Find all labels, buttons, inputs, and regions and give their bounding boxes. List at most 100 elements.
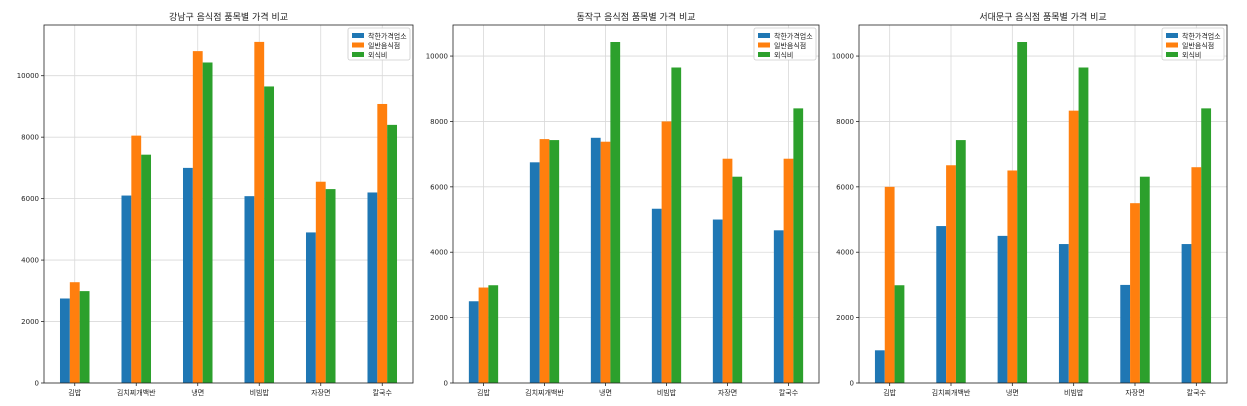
bar xyxy=(997,235,1008,383)
y-tick-label: 6000 xyxy=(836,183,854,191)
bar xyxy=(549,140,560,383)
y-tick-label: 4000 xyxy=(836,249,854,257)
chart-panel-3: 0 2000 4000 6000 8000 10000 김밥 김치찌개백반 냉면 비빔밥 자장면 칼국… xyxy=(832,11,1228,397)
y-tick-label: 0 xyxy=(444,380,448,388)
bar xyxy=(478,287,489,383)
plot-frame xyxy=(858,24,1228,384)
bar xyxy=(874,350,885,383)
legend-swatch xyxy=(1166,52,1178,57)
x-tick-label: 냉면 xyxy=(599,388,612,397)
legend-swatch xyxy=(758,42,770,48)
y-tick-label: 0 xyxy=(850,380,854,388)
bar xyxy=(121,195,132,383)
plot-area xyxy=(859,25,1227,383)
y-tick-label: 8000 xyxy=(21,134,39,142)
bar xyxy=(488,285,499,383)
bar xyxy=(1139,176,1150,383)
legend-label: 외식비 xyxy=(774,51,793,60)
bar xyxy=(712,219,723,383)
bar xyxy=(1191,167,1202,383)
bar xyxy=(192,51,203,383)
bar xyxy=(59,298,70,383)
x-tick-label: 김밥 xyxy=(477,388,490,397)
legend-swatch xyxy=(1166,42,1178,48)
bar xyxy=(131,135,142,383)
bar xyxy=(671,67,682,383)
plot-frame xyxy=(452,24,820,384)
bar xyxy=(315,181,326,383)
legend-label: 착한가격업소 xyxy=(774,32,813,41)
bar xyxy=(783,158,794,383)
x-tick-label: 칼국수 xyxy=(1187,389,1207,397)
x-tick-label: 냉면 xyxy=(191,388,204,397)
y-tick-label: 2000 xyxy=(430,314,448,322)
legend-swatch xyxy=(352,42,364,48)
y-tick-label: 2000 xyxy=(21,318,39,326)
bar xyxy=(367,192,378,383)
x-tick-label: 김치찌개백반 xyxy=(525,388,564,397)
x-tick-label: 칼국수 xyxy=(373,389,393,397)
bar xyxy=(69,282,80,383)
legend-label: 일반음식점 xyxy=(774,41,806,50)
bar xyxy=(661,121,672,384)
bar xyxy=(264,86,275,383)
bar xyxy=(244,196,255,383)
y-tick-label: 4000 xyxy=(430,249,448,257)
bar xyxy=(1181,244,1192,383)
x-tick-label: 비빔밥 xyxy=(657,388,677,397)
plot-area xyxy=(44,25,413,383)
x-tick-label: 김밥 xyxy=(883,388,896,397)
legend-label: 일반음식점 xyxy=(368,41,400,50)
bar xyxy=(651,208,662,383)
plot-frame xyxy=(43,24,414,384)
bar xyxy=(793,108,804,383)
legend-label: 일반음식점 xyxy=(1182,41,1214,50)
x-tick-label: 자장면 xyxy=(311,388,330,397)
y-tick-label: 10000 xyxy=(832,53,854,61)
y-tick-label: 10000 xyxy=(17,72,39,80)
bar xyxy=(202,62,213,384)
chart-title: 서대문구 음식점 품목별 가격 비교 xyxy=(979,11,1106,23)
bar xyxy=(773,230,784,383)
y-tick-label: 8000 xyxy=(836,118,854,126)
bar xyxy=(1058,244,1069,383)
legend-label: 착한가격업소 xyxy=(1182,32,1221,41)
bar xyxy=(1017,42,1028,383)
bar xyxy=(1201,108,1212,383)
y-tick-label: 10000 xyxy=(426,53,448,61)
x-tick-label: 칼국수 xyxy=(779,389,799,397)
y-tick-label: 8000 xyxy=(430,118,448,126)
bar xyxy=(1120,284,1131,383)
bar xyxy=(141,154,152,383)
bar xyxy=(722,158,733,383)
bar xyxy=(946,165,956,383)
legend-swatch xyxy=(1166,33,1178,38)
bar xyxy=(468,301,479,383)
bar xyxy=(1007,170,1018,383)
legend-label: 착한가격업소 xyxy=(368,32,407,41)
x-tick-label: 비빔밥 xyxy=(250,388,270,397)
legend-label: 외식비 xyxy=(368,51,387,60)
bar xyxy=(387,124,398,383)
bar xyxy=(325,189,336,383)
bar xyxy=(529,162,540,383)
y-tick-label: 6000 xyxy=(21,195,39,203)
legend-label: 외식비 xyxy=(1182,51,1201,60)
legend-swatch xyxy=(352,52,364,57)
chart-panel-2: 0 2000 4000 6000 8000 10000 김밥 김치찌개백반 냉면 비빔밥 자장면 칼국… xyxy=(426,11,820,397)
bar xyxy=(955,140,966,383)
plot-area xyxy=(453,25,819,383)
y-tick-label: 0 xyxy=(35,380,39,388)
legend-swatch xyxy=(352,33,364,38)
bar xyxy=(254,41,265,384)
x-tick-label: 비빔밥 xyxy=(1064,388,1084,397)
bar xyxy=(600,141,611,383)
y-tick-label: 4000 xyxy=(21,257,39,265)
bar xyxy=(590,137,601,383)
y-tick-label: 2000 xyxy=(836,314,854,322)
x-tick-label: 자장면 xyxy=(1125,388,1144,397)
